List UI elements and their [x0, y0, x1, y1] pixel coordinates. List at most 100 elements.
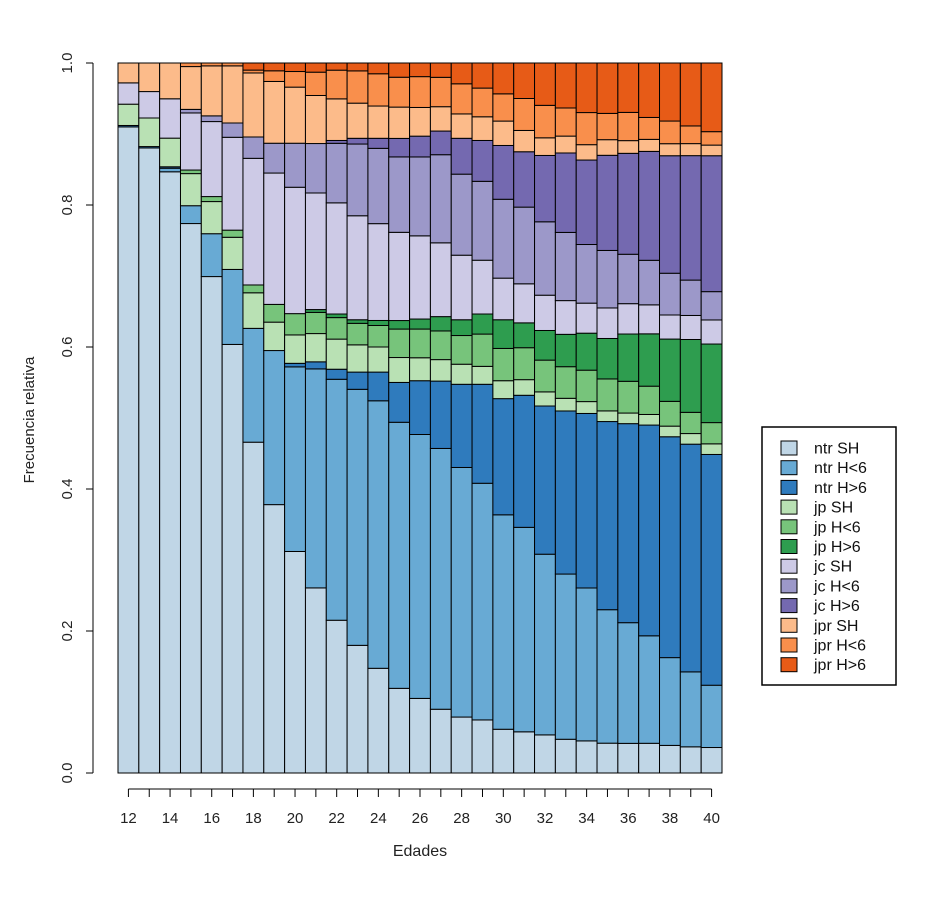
bar-segment-22-11: [325, 69, 348, 100]
bar-segment-21-4: [304, 333, 327, 363]
bar-segment-19-1: [263, 504, 286, 774]
bar-segment-38-10: [659, 143, 681, 157]
bar-segment-24-5: [367, 324, 390, 348]
bar-segment-16-10: [200, 65, 223, 117]
bar-segment-18-7: [242, 157, 265, 286]
bar-segment-31-3: [513, 394, 536, 528]
bar-segment-12-4: [117, 103, 140, 126]
bar-segment-34-7: [575, 302, 598, 334]
bar-segment-34-8: [575, 244, 598, 304]
bar-segment-15-4: [179, 173, 202, 207]
bar-segment-12-7: [117, 82, 140, 105]
bar-segment-34-6: [575, 332, 598, 371]
bar-segment-38-8: [659, 272, 681, 316]
bar-segment-23-3: [346, 371, 369, 390]
legend-label: ntr SH: [814, 441, 859, 458]
bar-segment-20-8: [284, 142, 306, 188]
bar-segment-30-10: [492, 120, 515, 146]
legend-swatch: [780, 617, 798, 633]
bar-segment-17-7: [221, 136, 244, 231]
legend-label: jpr H<6: [813, 638, 866, 655]
bar-segment-30-1: [492, 728, 515, 774]
bar-segment-27-6: [429, 316, 452, 332]
bar-segment-22-8: [325, 142, 348, 204]
bar-segment-18-12: [242, 62, 265, 71]
bar-segment-22-4: [325, 338, 348, 370]
bar-segment-29-11: [471, 87, 494, 118]
bar-segment-32-3: [534, 405, 556, 555]
bar-segment-35-10: [596, 139, 619, 156]
bar-segment-26-12: [409, 62, 431, 78]
bar-segment-32-11: [534, 104, 556, 139]
bar-segment-34-2: [575, 587, 598, 742]
bar-segment-20-5: [284, 313, 306, 336]
bar-segment-25-10: [388, 106, 411, 139]
bar-segment-33-7: [554, 300, 577, 335]
bar-segment-36-10: [617, 140, 640, 154]
bar-segment-34-4: [575, 401, 598, 414]
bar-segment-22-5: [325, 317, 348, 340]
bar-segment-39-6: [679, 339, 702, 413]
y-axis-label: Frecuencia relativa: [21, 356, 38, 483]
bar-segment-38-4: [659, 425, 681, 438]
bar-segment-32-9: [534, 154, 556, 223]
bar-segment-18-1: [242, 441, 265, 774]
bar-segment-37-5: [638, 385, 661, 415]
bar-segment-36-5: [617, 380, 640, 414]
x-tick-label: 22: [328, 810, 345, 827]
bar-segment-28-4: [450, 363, 473, 385]
bar-segment-36-8: [617, 253, 640, 305]
bar-segment-28-6: [450, 319, 473, 337]
bar-segment-38-6: [659, 338, 681, 402]
legend-label: jc SH: [813, 559, 852, 576]
legend-label: jp SH: [813, 500, 853, 517]
bar-segment-27-4: [429, 359, 452, 382]
bar-segment-25-1: [388, 687, 411, 774]
bar-segment-31-5: [513, 347, 536, 381]
x-tick-label: 12: [120, 810, 137, 827]
bar-segment-15-2: [179, 205, 202, 225]
x-tick-label: 38: [662, 810, 679, 827]
bar-segment-26-8: [409, 156, 431, 237]
bar-segment-31-11: [513, 98, 536, 131]
bar-segment-40-12: [700, 62, 723, 133]
bar-segment-23-11: [346, 70, 369, 104]
bar-segment-18-10: [242, 72, 265, 138]
bar-segment-21-10: [304, 95, 327, 145]
bar-segment-28-2: [450, 466, 473, 718]
bar-segment-31-2: [513, 526, 536, 733]
bar-segment-36-9: [617, 152, 640, 255]
bar-segment-34-1: [575, 740, 598, 774]
bar-segment-40-6: [700, 343, 723, 424]
bar-segment-38-7: [659, 314, 681, 340]
bar-segment-37-12: [638, 62, 661, 118]
bar-segment-39-5: [679, 411, 702, 435]
bar-segment-40-5: [700, 422, 723, 445]
bar-segment-35-4: [596, 410, 619, 423]
y-tick-label: 0.6: [59, 337, 76, 358]
bar-segment-13-7: [138, 91, 161, 119]
x-axis: 12 14 16 18 20 22 24 26 28 30 32 34 36 38 40: [120, 788, 720, 827]
bar-segment-39-10: [679, 143, 702, 157]
bar-segment-21-7: [304, 192, 327, 311]
bar-segment-20-1: [284, 550, 306, 774]
bar-segment-26-1: [409, 697, 431, 774]
bar-segment-34-3: [575, 412, 598, 589]
bar-segment-27-2: [429, 447, 452, 710]
x-tick-label: 20: [287, 810, 304, 827]
bar-segment-25-2: [388, 421, 411, 689]
bar-segment-25-6: [388, 320, 411, 330]
bar-segment-16-11: [200, 62, 223, 67]
bar-segment-40-1: [700, 747, 723, 774]
bar-segment-24-1: [367, 667, 390, 774]
legend-swatch: [780, 440, 798, 456]
bar-segment-30-5: [492, 347, 515, 382]
bar-segment-40-4: [700, 443, 723, 455]
bar-segment-15-10: [179, 66, 202, 110]
bar-segment-27-8: [429, 154, 452, 244]
bar-segment-36-12: [617, 62, 640, 113]
bar-segment-22-10: [325, 98, 348, 141]
bar-segment-19-8: [263, 142, 286, 174]
bar-segment-19-12: [263, 62, 286, 72]
